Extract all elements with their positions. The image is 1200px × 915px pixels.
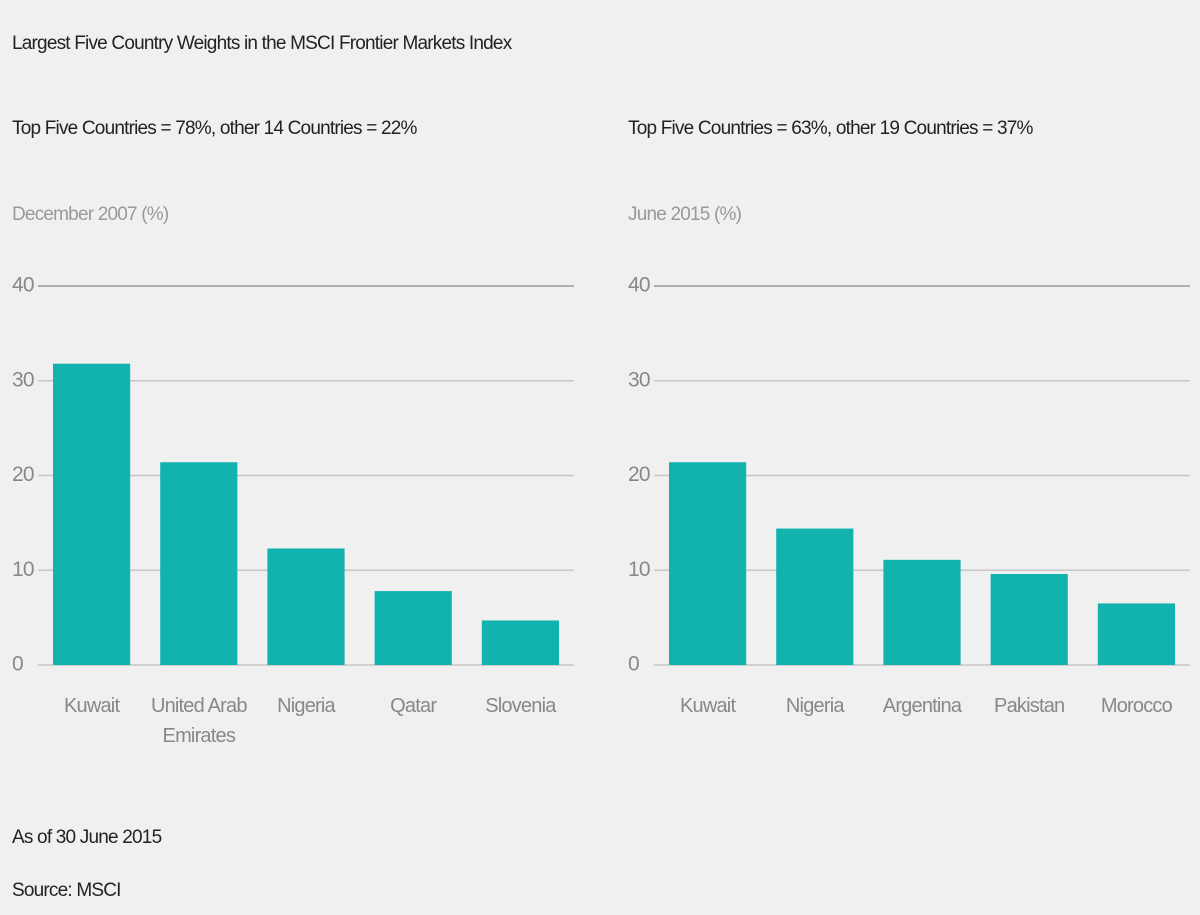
x-tick-label: Pakistan [994,695,1065,717]
bar [669,462,747,665]
x-tick-label: Nigeria [277,695,336,717]
bar [776,528,854,665]
y-tick-label: 10 [628,558,650,581]
x-tick-label-box: Kuwait [679,695,736,717]
x-tick-label-box: Morocco [1100,695,1173,717]
x-tick-label-box: Qatar [390,695,437,717]
page-title: Largest Five Country Weights in the MSCI… [12,33,513,54]
bar [160,462,238,665]
x-tick-label-box: United Arab Emirates [150,695,248,747]
chart-subtitle: Top Five Countries = 78%, other 14 Count… [12,118,418,139]
bar [990,574,1068,665]
x-tick-label-box: Argentina [882,695,962,717]
y-tick-label: 40 [628,274,650,297]
x-tick-label: Kuwait [679,695,736,717]
x-tick-label-box: Pakistan [994,695,1065,717]
x-tick-label: Qatar [390,695,437,717]
footnote: Source: MSCI [12,880,121,901]
y-tick-label: 0 [628,653,639,676]
y-tick-label: 10 [12,558,34,581]
y-tick-label: 30 [628,368,650,391]
x-tick-label-box: Kuwait [63,695,120,717]
x-tick-label: Argentina [882,695,962,717]
x-tick-label: Slovenia [485,695,556,717]
x-tick-label-box: Nigeria [277,695,336,717]
y-axis-label: June 2015 (%) [628,204,742,225]
x-tick-label: Kuwait [63,695,120,717]
y-axis-label: December 2007 (%) [12,204,169,225]
x-tick-label: Morocco [1100,695,1173,717]
bar [267,548,345,665]
y-tick-label: 20 [12,463,34,486]
chart-subtitle: Top Five Countries = 63%, other 19 Count… [628,118,1034,139]
y-tick-label: 30 [12,368,34,391]
y-tick-label: 0 [12,653,23,676]
bar [374,591,452,665]
bar [1097,603,1175,665]
bar [481,620,559,665]
y-tick-label: 40 [12,274,34,297]
bar [883,559,961,665]
x-tick-label-box: Nigeria [785,695,845,717]
bar [53,363,131,665]
footnote: As of 30 June 2015 [12,827,162,848]
y-tick-label: 20 [628,463,650,486]
x-tick-label: United Arab Emirates [150,695,248,747]
x-tick-label-box: Slovenia [485,695,556,717]
x-tick-label: Nigeria [785,695,845,717]
